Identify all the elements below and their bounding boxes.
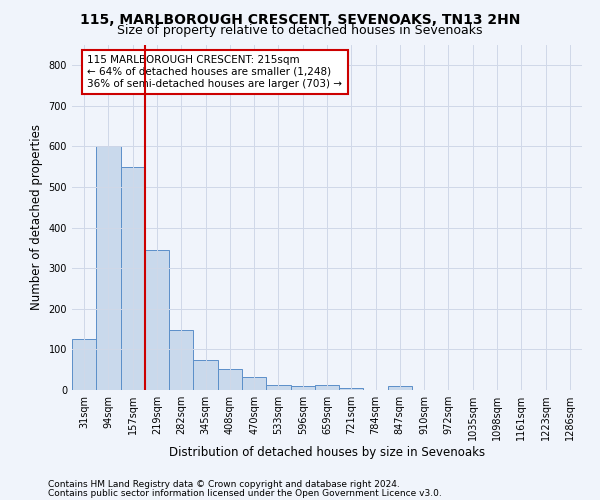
Bar (315, 385, 339, 390)
Bar (388, 386, 412, 390)
Bar (339, 388, 364, 390)
Bar (169, 330, 193, 390)
Text: Contains public sector information licensed under the Open Government Licence v3: Contains public sector information licen… (48, 488, 442, 498)
X-axis label: Distribution of detached houses by size in Sevenoaks: Distribution of detached houses by size … (169, 446, 485, 459)
Text: Size of property relative to detached houses in Sevenoaks: Size of property relative to detached ho… (117, 24, 483, 37)
Y-axis label: Number of detached properties: Number of detached properties (30, 124, 43, 310)
Bar (290, 386, 315, 390)
Text: Contains HM Land Registry data © Crown copyright and database right 2024.: Contains HM Land Registry data © Crown c… (48, 480, 400, 489)
Bar (72, 340, 96, 390)
Bar (242, 377, 266, 390)
Text: 115, MARLBOROUGH CRESCENT, SEVENOAKS, TN13 2HN: 115, MARLBOROUGH CRESCENT, SEVENOAKS, TN… (80, 12, 520, 26)
Bar (193, 360, 218, 390)
Bar (121, 167, 145, 390)
Text: 115 MARLBOROUGH CRESCENT: 215sqm
← 64% of detached houses are smaller (1,248)
36: 115 MARLBOROUGH CRESCENT: 215sqm ← 64% o… (88, 56, 342, 88)
Bar (266, 384, 290, 390)
Bar (145, 250, 169, 390)
Bar (218, 369, 242, 390)
Bar (96, 146, 121, 390)
